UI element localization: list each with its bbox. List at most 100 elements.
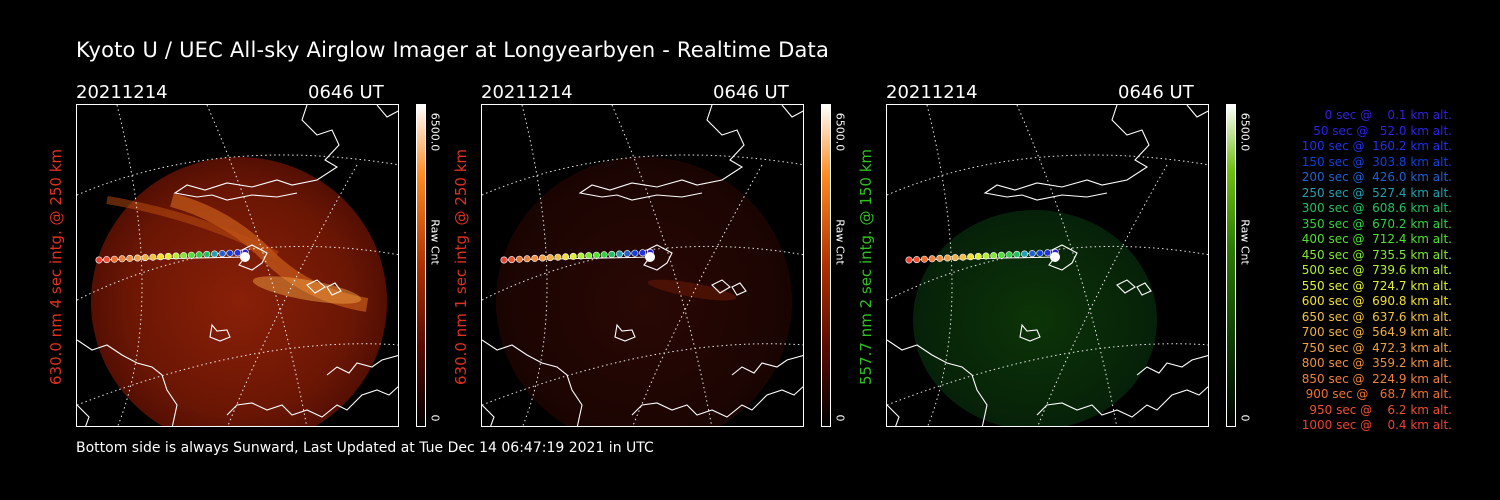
legend-entry: 200 sec @ 426.0 km alt. bbox=[1297, 170, 1452, 184]
trajectory-point bbox=[577, 252, 585, 260]
legend-entry: 500 sec @ 739.6 km alt. bbox=[1297, 263, 1452, 277]
trajectory-point bbox=[631, 249, 639, 257]
legend-entry: 850 sec @ 224.9 km alt. bbox=[1297, 371, 1452, 386]
trajectory-point bbox=[508, 256, 516, 264]
footer-status: Bottom side is always Sunward, Last Upda… bbox=[76, 440, 654, 456]
trajectory-point bbox=[141, 254, 149, 262]
balloon-trajectory bbox=[905, 248, 1060, 264]
trajectory-point bbox=[234, 249, 242, 257]
legend-entry: 50 sec @ 52.0 km alt. bbox=[1305, 123, 1452, 138]
colorbar-min-label: 0 bbox=[428, 414, 442, 422]
trajectory-point bbox=[226, 249, 234, 257]
trajectory-point bbox=[546, 254, 554, 262]
trajectory-point bbox=[531, 254, 539, 262]
legend-entry: 700 sec @ 564.9 km alt. bbox=[1297, 325, 1452, 339]
trajectory-point bbox=[982, 252, 990, 260]
trajectory-point bbox=[1044, 249, 1052, 257]
image-panel-1: 20211214 0646 UT 630.0 nm 4 sec intg. @ … bbox=[47, 82, 466, 432]
allsky-image bbox=[481, 104, 804, 427]
colorbar-unit-label: Raw Cnt bbox=[833, 219, 847, 265]
trajectory-point bbox=[936, 254, 944, 262]
trajectory-point bbox=[562, 253, 570, 261]
legend-entry: 400 sec @ 712.4 km alt. bbox=[1297, 232, 1452, 246]
image-panel-2: 20211214 0646 UT 630.0 nm 1 sec intg. @ … bbox=[452, 82, 871, 432]
trajectory-point bbox=[180, 252, 188, 260]
trajectory-point bbox=[118, 255, 126, 263]
legend-entry: 300 sec @ 608.6 km alt. bbox=[1297, 201, 1452, 215]
trajectory-point bbox=[959, 253, 967, 261]
panel-time: 0646 UT bbox=[713, 82, 789, 103]
page-title: Kyoto U / UEC All-sky Airglow Imager at … bbox=[76, 38, 830, 62]
colorbar-min-label: 0 bbox=[833, 414, 847, 422]
trajectory-point bbox=[913, 256, 921, 264]
legend-entry: 0 sec @ 0.1 km alt. bbox=[1313, 108, 1452, 122]
trajectory-point bbox=[1013, 250, 1021, 258]
colorbar bbox=[821, 104, 831, 427]
trajectory-point bbox=[990, 252, 998, 260]
trajectory-point bbox=[600, 251, 608, 259]
trajectory-point bbox=[515, 255, 523, 263]
trajectory-point bbox=[943, 254, 951, 262]
trajectory-point bbox=[133, 254, 141, 262]
trajectory-point bbox=[538, 254, 546, 262]
panel-date: 20211214 bbox=[886, 82, 978, 103]
colorbar-min-label: 0 bbox=[1238, 414, 1252, 422]
trajectory-point bbox=[592, 251, 600, 259]
trajectory-point bbox=[554, 253, 562, 261]
trajectory-point bbox=[157, 253, 165, 261]
trajectory-point bbox=[523, 255, 531, 263]
legend-entry: 650 sec @ 637.6 km alt. bbox=[1297, 309, 1452, 324]
legend-entry: 950 sec @ 6.2 km alt. bbox=[1305, 402, 1452, 417]
trajectory-point bbox=[95, 256, 103, 264]
trajectory-point bbox=[172, 252, 180, 260]
legend-entry: 800 sec @ 359.2 km alt. bbox=[1297, 356, 1452, 370]
trajectory-point bbox=[1028, 250, 1036, 258]
legend-entry: 150 sec @ 303.8 km alt. bbox=[1297, 154, 1452, 169]
legend-entry: 100 sec @ 160.2 km alt. bbox=[1297, 139, 1452, 153]
trajectory-point bbox=[1021, 250, 1029, 258]
trajectory-point bbox=[195, 251, 203, 259]
trajectory-point bbox=[928, 255, 936, 263]
trajectory-point bbox=[639, 249, 647, 257]
allsky-image bbox=[886, 104, 1209, 427]
trajectory-point bbox=[623, 250, 631, 258]
legend-entry: 600 sec @ 690.8 km alt. bbox=[1297, 294, 1452, 308]
legend-entry: 550 sec @ 724.7 km alt. bbox=[1297, 278, 1452, 293]
legend-entry: 750 sec @ 472.3 km alt. bbox=[1297, 340, 1452, 355]
trajectory-point bbox=[974, 252, 982, 260]
trajectory-point bbox=[187, 251, 195, 259]
trajectory-point bbox=[500, 256, 508, 264]
trajectory-point bbox=[616, 250, 624, 258]
trajectory-point bbox=[967, 253, 975, 261]
trajectory-point bbox=[164, 252, 172, 260]
legend-entry: 250 sec @ 527.4 km alt. bbox=[1297, 185, 1452, 200]
trajectory-point bbox=[103, 256, 111, 264]
legend-entry: 450 sec @ 735.5 km alt. bbox=[1297, 247, 1452, 262]
colorbar bbox=[416, 104, 426, 427]
trajectory-point bbox=[951, 254, 959, 262]
colorbar-max-label: 6500.0 bbox=[833, 112, 847, 152]
image-panel-3: 20211214 0646 UT 557.7 nm 2 sec intg. @ … bbox=[857, 82, 1276, 432]
trajectory-point bbox=[211, 250, 219, 258]
colorbar-unit-label: Raw Cnt bbox=[428, 219, 442, 265]
panel-date: 20211214 bbox=[76, 82, 168, 103]
allsky-image bbox=[76, 104, 399, 427]
balloon-trajectory bbox=[95, 248, 250, 264]
panel-time: 0646 UT bbox=[1118, 82, 1194, 103]
altitude-legend: 0 sec @ 0.1 km alt. 50 sec @ 52.0 km alt… bbox=[1262, 108, 1452, 434]
trajectory-point bbox=[920, 255, 928, 263]
trajectory-point bbox=[218, 250, 226, 258]
trajectory-point bbox=[126, 254, 134, 262]
colorbar-max-label: 6500.0 bbox=[428, 112, 442, 152]
colorbar-max-label: 6500.0 bbox=[1238, 112, 1252, 152]
panel-time: 0646 UT bbox=[308, 82, 384, 103]
colorbar-unit-label: Raw Cnt bbox=[1238, 219, 1252, 265]
trajectory-point bbox=[585, 252, 593, 260]
legend-entry: 1000 sec @ 0.4 km alt. bbox=[1301, 418, 1452, 432]
trajectory-point bbox=[1005, 251, 1013, 259]
legend-entry: 350 sec @ 670.2 km alt. bbox=[1297, 216, 1452, 231]
trajectory-point bbox=[110, 255, 118, 263]
trajectory-point bbox=[569, 252, 577, 260]
colorbar bbox=[1226, 104, 1236, 427]
panel-date: 20211214 bbox=[481, 82, 573, 103]
